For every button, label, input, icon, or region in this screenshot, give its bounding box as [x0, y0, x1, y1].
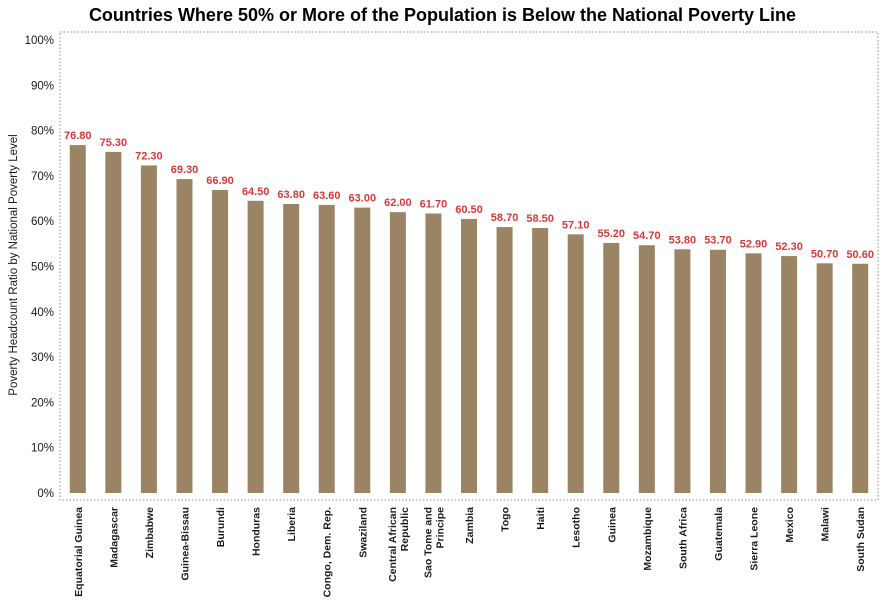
x-tick-label: Central African [387, 507, 399, 582]
bar-series [69, 145, 869, 494]
bar [176, 179, 193, 494]
plot-frame [59, 31, 879, 501]
y-axis-title: Poverty Headcount Ratio by National Pove… [8, 134, 20, 395]
data-label: 53.70 [704, 235, 732, 247]
data-label: 69.30 [171, 164, 199, 176]
bar [105, 151, 122, 494]
data-label: 57.10 [562, 219, 590, 231]
x-tick-label: South Africa [677, 507, 689, 569]
x-tick-label: Malawi [820, 507, 832, 542]
y-tick-label: 40% [31, 307, 54, 319]
bar [69, 145, 86, 493]
data-label: 76.80 [64, 130, 92, 142]
data-label: 60.50 [455, 204, 483, 216]
bar [852, 263, 869, 493]
bar [389, 212, 406, 493]
bar [425, 213, 442, 493]
bar [247, 200, 264, 493]
y-tick-label: 30% [31, 352, 54, 364]
x-axis: Equatorial Guinea Madagascar Zimbabwe Guine… [73, 507, 867, 598]
x-tick-label: Equatorial Guinea [73, 507, 85, 597]
y-tick-label: 50% [31, 262, 54, 274]
x-tick-label: Zambia [464, 507, 476, 544]
data-label: 52.30 [775, 241, 803, 253]
data-label: 53.80 [669, 234, 697, 246]
bar [638, 245, 655, 493]
bar [532, 227, 549, 493]
y-tick-label: 70% [31, 171, 54, 183]
x-tick-label: Togo [500, 507, 512, 532]
bar [709, 249, 726, 493]
x-tick-label: Honduras [251, 507, 263, 556]
bar [461, 218, 477, 493]
chart-title: Countries Where 50% or More of the Popul… [88, 5, 797, 25]
data-label: 61.70 [420, 198, 448, 210]
x-tick-label: Lesotho [571, 507, 583, 548]
bar [283, 203, 300, 493]
data-label: 58.70 [491, 212, 519, 224]
x-tick-label: Zimbabwe [144, 507, 156, 559]
y-tick-label: 10% [31, 443, 54, 455]
x-tick-label: Burundi [215, 507, 227, 547]
bar [354, 207, 371, 494]
data-label: 50.70 [811, 248, 839, 260]
data-label: 75.30 [100, 137, 128, 149]
data-label: 54.70 [633, 230, 661, 242]
x-tick-label: Principe [434, 507, 446, 549]
y-axis: 0% 10% 20% 30% 40% 50% 60% 70% 80% 90% 100% [25, 35, 54, 500]
y-tick-label: 20% [31, 397, 54, 409]
x-tick-label: Mozambique [642, 507, 654, 571]
x-tick-label: Swaziland [357, 507, 369, 558]
x-tick-label: Mexico [784, 507, 796, 543]
x-tick-label: Congo, Dem. Rep. [322, 507, 334, 598]
y-tick-label: 0% [37, 488, 54, 500]
bar [674, 249, 691, 493]
y-tick-label: 60% [31, 216, 54, 228]
x-tick-label: Haiti [535, 507, 547, 530]
x-tick-label: South Sudan [855, 507, 867, 572]
y-tick-label: 80% [31, 126, 54, 138]
bar [781, 256, 798, 493]
bar [603, 242, 620, 493]
data-label: 66.90 [206, 175, 234, 187]
data-label: 58.50 [526, 213, 554, 225]
x-tick-label: Sierra Leone [749, 507, 761, 571]
data-label: 72.30 [135, 150, 163, 162]
data-label: 63.60 [313, 190, 341, 202]
data-label: 63.80 [277, 189, 305, 201]
bar [745, 253, 762, 493]
bar [212, 189, 229, 493]
bar [496, 227, 513, 494]
x-tick-label: Guinea [606, 507, 618, 543]
data-label: 62.00 [384, 197, 412, 209]
data-label: 52.90 [740, 238, 768, 250]
x-tick-label: Guatemala [713, 507, 725, 561]
x-tick-label: Madagascar [108, 507, 120, 568]
bar [567, 234, 584, 493]
x-tick-label: Republic [399, 507, 411, 551]
bar [318, 204, 335, 493]
data-label: 55.20 [597, 228, 625, 240]
y-tick-label: 100% [25, 35, 54, 47]
plot-border [59, 31, 879, 501]
x-tick-label: Guinea-Bissau [179, 507, 191, 581]
bar [816, 263, 833, 493]
x-tick-label: Sao Tome and [422, 507, 434, 578]
y-tick-label: 90% [31, 80, 54, 92]
data-labels: 76.80 75.30 72.30 69.30 66.90 64.50 63.80 63.60… [64, 130, 874, 261]
data-label: 64.50 [242, 186, 270, 198]
data-label: 63.00 [349, 193, 377, 205]
x-tick-label: Liberia [286, 507, 298, 542]
bar [140, 165, 157, 493]
data-label: 50.60 [846, 249, 874, 261]
